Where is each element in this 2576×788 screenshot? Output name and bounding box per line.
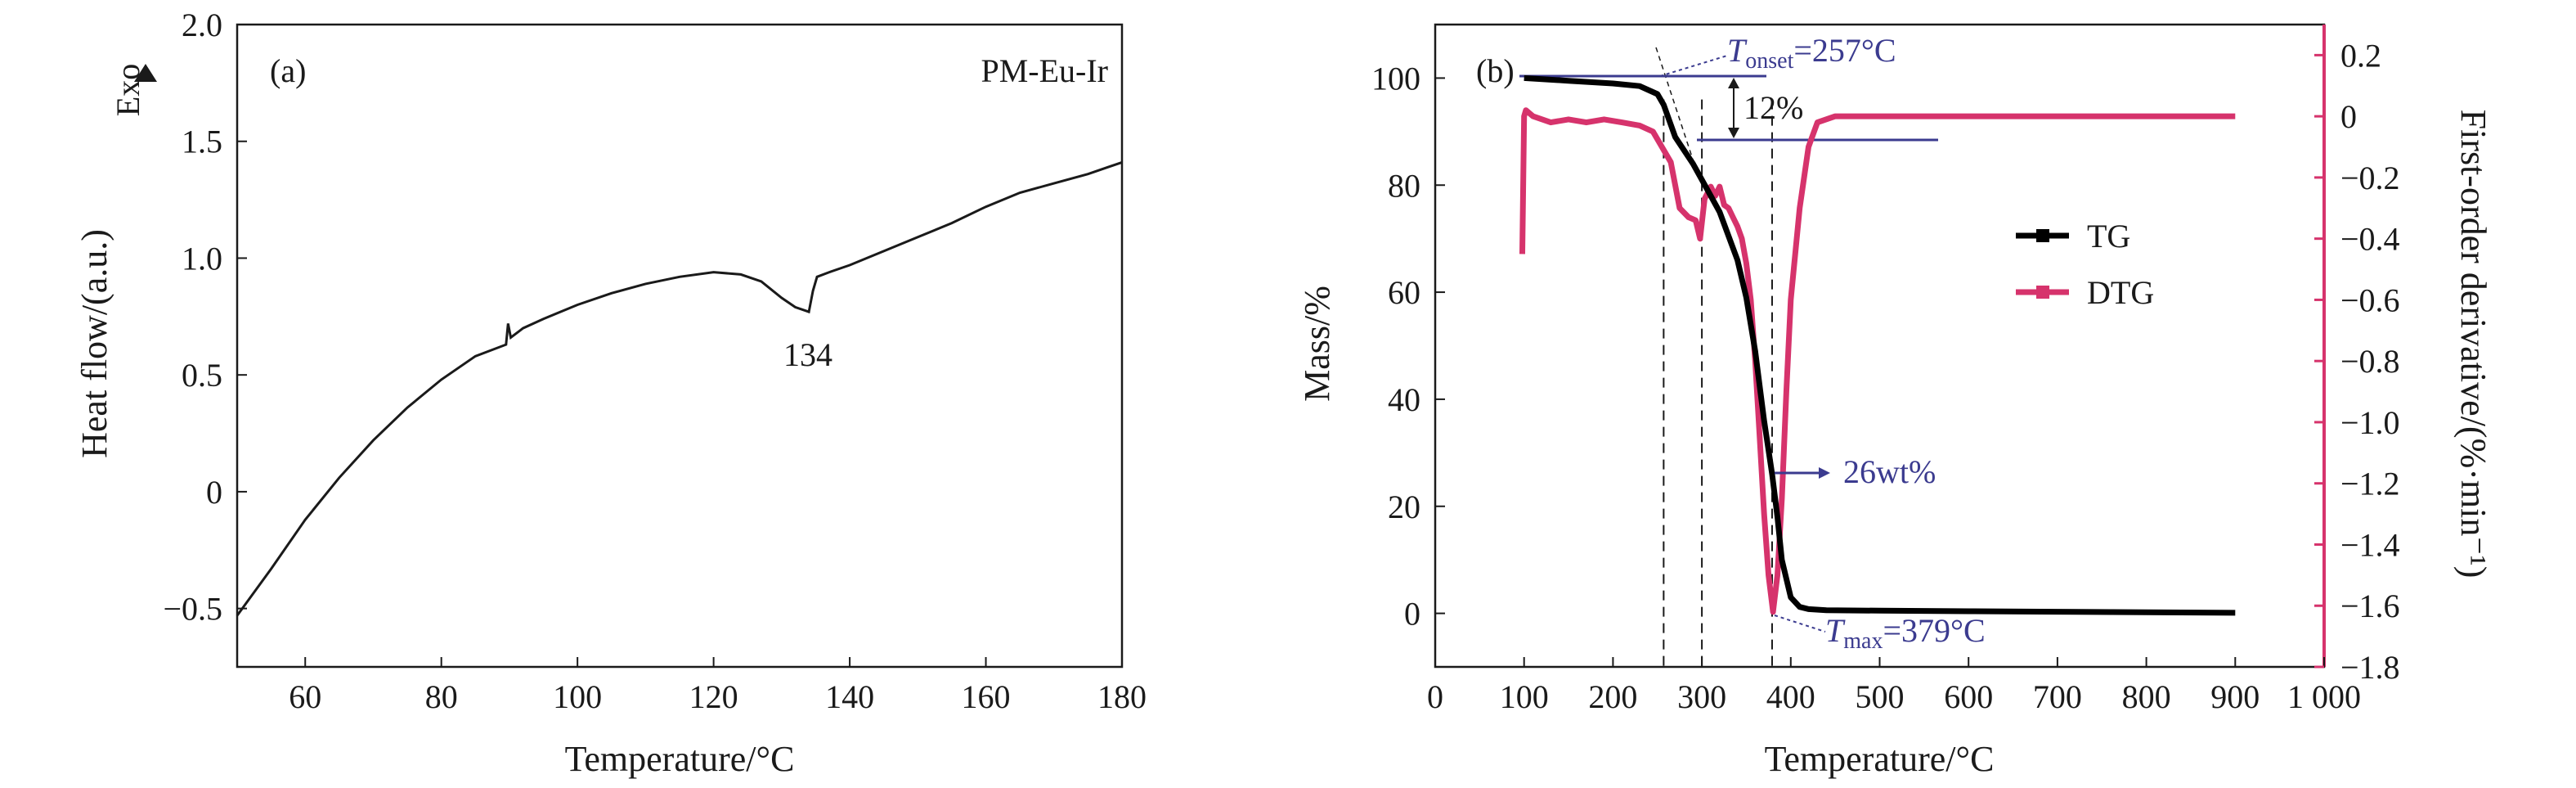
panel-b-y-tick-label: 100 — [1371, 60, 1420, 97]
panel-a-label: (a) — [270, 52, 306, 89]
tmax-annotation: Tmax=379°C — [1825, 612, 1986, 654]
panel-b-y-tick-label: 0 — [1404, 596, 1420, 633]
tg-line — [1524, 74, 2236, 616]
panel-a-x-tick-label: 60 — [289, 678, 321, 715]
panel-b-y-tick-label: 60 — [1388, 274, 1420, 311]
residual-arrow-icon — [1819, 467, 1830, 479]
panel-b-y2-tick-label: 0 — [2340, 98, 2357, 135]
tmax-pointer — [1774, 615, 1826, 633]
panel-a-y-tick-label: 2.0 — [182, 7, 222, 43]
panel-b-y-tick-label: 40 — [1388, 381, 1420, 418]
onset-pointer — [1659, 55, 1728, 77]
panel-a: 60 80 100 120 140 160 180 −0.5 0 0.5 1.0 1.5 2.0 (a… — [74, 7, 1147, 779]
legend-tg-label: TG — [2087, 218, 2130, 254]
panel-b-x-tick-label: 300 — [1677, 678, 1726, 715]
onset-annotation: Tonset=257°C — [1727, 32, 1896, 74]
panel-b-x-tick-label: 1 000 — [2287, 678, 2361, 715]
legend-dtg-marker — [2036, 286, 2049, 299]
loss-annotation: 12% — [1744, 89, 1803, 126]
dtg-line — [1519, 107, 2236, 615]
panel-b-y2-tick-label: −0.8 — [2340, 343, 2400, 380]
panel-b-y2-tick-label: −1.2 — [2340, 466, 2400, 502]
panel-b-y2-tick-label: −0.6 — [2340, 281, 2400, 318]
onset-t: T — [1727, 32, 1748, 69]
tmax-value: =379°C — [1883, 612, 1985, 649]
panel-b-x-tick-label: 600 — [1944, 678, 1993, 715]
panel-b-x-tick-label: 500 — [1856, 678, 1905, 715]
legend-dtg-label: DTG — [2087, 274, 2154, 311]
panel-b-x-tick-label: 100 — [1500, 678, 1549, 715]
panel-a-y-tick-label: −0.5 — [163, 591, 222, 628]
legend-tg-marker — [2036, 229, 2049, 242]
loss-arrow-down-icon — [1728, 128, 1739, 138]
legend: TG DTG — [2016, 218, 2154, 311]
panel-b-y2-tick-label: 0.2 — [2340, 37, 2381, 74]
panel-a-heat-flow-line — [236, 160, 1123, 617]
panel-a-peak-label: 134 — [783, 336, 832, 373]
panel-b-x-tick-label: 0 — [1427, 678, 1443, 715]
panel-b-x-ticks: 0 100 200 300 400 500 600 700 800 900 1 000 — [1427, 657, 2361, 715]
onset-value: =257°C — [1793, 32, 1896, 69]
panel-a-sample-label: PM-Eu-Ir — [981, 52, 1108, 89]
panel-b-y2-tick-label: −0.4 — [2340, 221, 2400, 258]
panel-b-y2-tick-label: −1.8 — [2340, 649, 2400, 686]
panel-b-x-tick-label: 200 — [1588, 678, 1637, 715]
panel-b-x-tick-label: 900 — [2210, 678, 2260, 715]
panel-b-xlabel: Temperature/°C — [1765, 739, 1995, 779]
panel-a-x-ticks: 60 80 100 120 140 160 180 — [289, 657, 1147, 715]
panel-b-x-tick-label: 400 — [1766, 678, 1815, 715]
panel-a-y-tick-label: 1.5 — [182, 124, 222, 160]
tmax-sub: max — [1843, 628, 1883, 654]
panel-b-y-tick-label: 20 — [1388, 489, 1420, 525]
onset-tangent-line — [1655, 47, 1698, 173]
residual-annotation: 26wt% — [1843, 453, 1936, 490]
panel-b-y-tick-label: 80 — [1388, 167, 1420, 204]
panel-a-y-tick-label: 0 — [206, 474, 222, 511]
panel-a-x-tick-label: 100 — [553, 678, 602, 715]
panel-b: 0 100 200 300 400 500 600 700 800 900 1 000 020406… — [1297, 23, 2493, 779]
panel-b-right-y-ticks: 0.2 0 −0.2 −0.4 −0.6 −0.8 −1.0 −1.2 −1.4 −1.6 −1.8 — [2314, 37, 2400, 686]
exo-arrow-icon — [134, 64, 157, 82]
panel-b-x-tick-label: 700 — [2033, 678, 2082, 715]
panel-a-x-tick-label: 80 — [425, 678, 458, 715]
panel-b-x-tick-label: 800 — [2122, 678, 2171, 715]
panel-a-y-tick-label: 1.0 — [182, 240, 222, 277]
panel-a-y-ticks: −0.5 0 0.5 1.0 1.5 2.0 — [163, 7, 247, 628]
panel-b-ylabel-right: First-order derivative/(%·min⁻¹) — [2453, 110, 2493, 579]
onset-sub: onset — [1745, 48, 1793, 74]
panel-b-left-y-ticks: 0 20 40 60 80 100 — [1371, 60, 1445, 633]
panel-b-label: (b) — [1476, 52, 1515, 89]
panel-a-plot-frame — [236, 23, 1124, 669]
panel-b-y2-tick-label: −1.6 — [2340, 588, 2400, 624]
panel-b-y2-tick-label: −1.0 — [2340, 404, 2400, 441]
panel-b-y2-tick-label: −1.4 — [2340, 526, 2400, 563]
panel-a-x-tick-label: 120 — [689, 678, 738, 715]
panel-a-y-tick-label: 0.5 — [182, 357, 222, 394]
panel-a-x-tick-label: 180 — [1097, 678, 1147, 715]
tmax-t: T — [1825, 612, 1846, 649]
panel-a-ylabel: Heat flow/(a.u.) — [74, 229, 114, 458]
panel-b-y2-tick-label: −0.2 — [2340, 160, 2400, 196]
loss-arrow-up-icon — [1728, 78, 1739, 88]
panel-b-ylabel-left: Mass/% — [1297, 286, 1337, 402]
panel-a-xlabel: Temperature/°C — [565, 739, 795, 779]
panel-a-x-tick-label: 160 — [962, 678, 1011, 715]
panel-a-x-tick-label: 140 — [825, 678, 874, 715]
